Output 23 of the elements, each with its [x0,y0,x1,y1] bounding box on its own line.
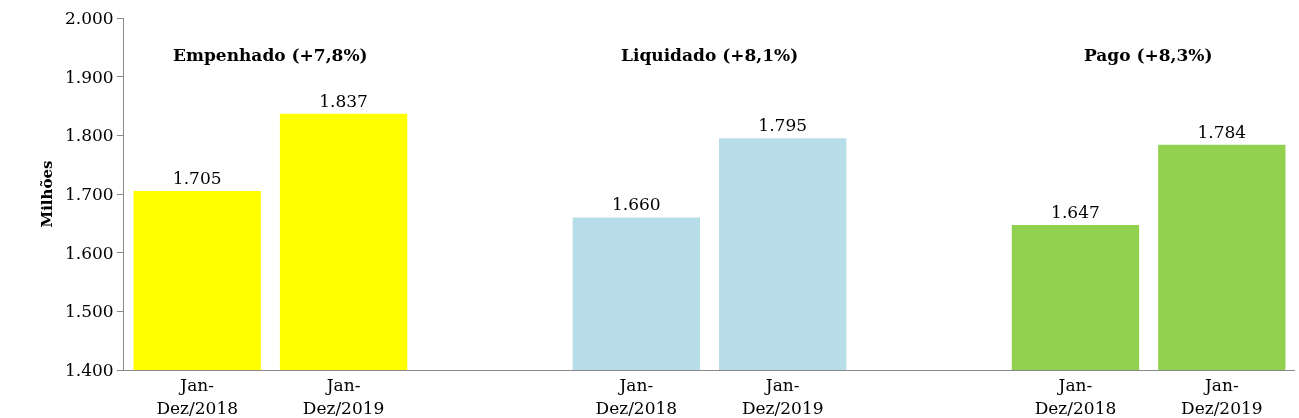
x-tick-label: Jan- Dez/2018 [156,375,239,418]
x-tick-label: Jan- Dez/2019 [1180,375,1263,418]
y-axis-title: Milhões [38,160,57,228]
annotation: Empenhado (+7,8%) [173,45,368,65]
x-tick-label: Jan- Dez/2019 [302,375,385,418]
data-label: 1.705 [172,168,222,189]
y-tick-label: 2.000 [64,7,114,28]
y-tick-label: 1.800 [64,125,114,146]
y-tick-label: 1.900 [64,66,114,87]
data-label: 1.660 [611,194,661,215]
annotation: Pago (+8,3%) [1084,45,1213,65]
data-label: 1.837 [319,90,368,111]
x-tick-label: Jan- Dez/2019 [741,375,824,418]
annotation: Liquidado (+8,1%) [621,45,799,65]
data-label: 1.784 [1197,121,1247,142]
y-tick-label: 1.400 [64,359,114,380]
x-tick-label: Jan- Dez/2018 [595,375,678,418]
y-tick-label: 1.500 [64,301,114,322]
x-tick-label: Jan- Dez/2018 [1034,375,1117,418]
y-tick-label: 1.600 [64,242,114,263]
data-label: 1.795 [758,115,808,136]
y-tick-label: 1.700 [64,183,114,204]
data-label: 1.647 [1051,202,1100,223]
